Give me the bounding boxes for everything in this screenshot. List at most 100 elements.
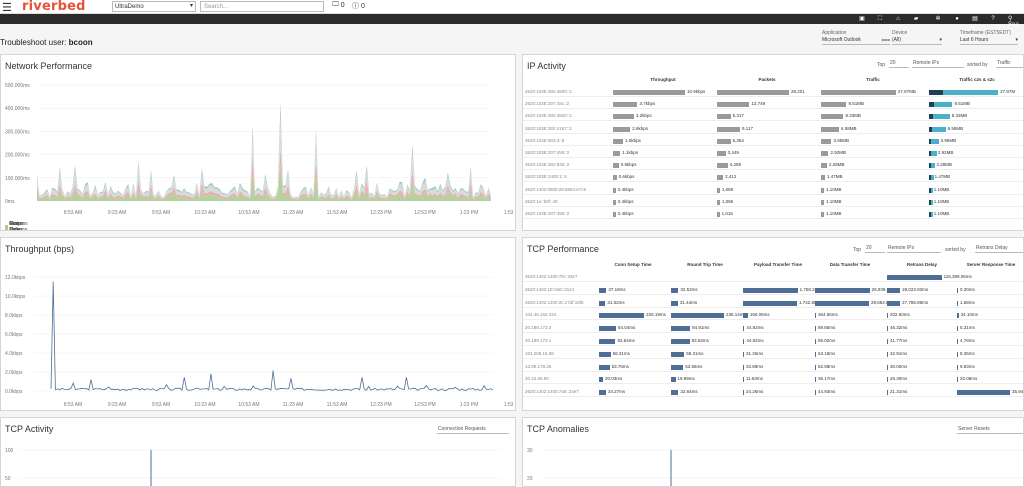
table-row[interactable]: 2620:1402:1400:7fe::33e7 116,399.06ms	[523, 272, 1023, 282]
legend-label: Req Data Tran...	[9, 221, 20, 231]
user-icon[interactable]: ●	[955, 16, 959, 22]
cell-value: 0.6kbps	[618, 174, 635, 180]
data-bar	[887, 339, 888, 344]
filter-label: Application	[822, 30, 847, 36]
legend-label: Retrans Delay	[10, 221, 28, 231]
row-ip: 20.42.65.90	[525, 376, 549, 382]
row-ip: 20.189.173.3	[525, 325, 552, 331]
data-bar	[821, 102, 847, 108]
top-count-select[interactable]: 20	[889, 60, 909, 68]
table-row[interactable]: 2620:103E:302:4157::2 2.6kbps 9,117 6.58MB 6…	[523, 124, 1023, 134]
table-row[interactable]: 104.46.162.224 226.19ms 236.14ms 166.05ms 36…	[523, 310, 1023, 321]
table-row[interactable]: 2620:103E:207:45c::2 3.7kbps 12,749 9.51MB 9…	[523, 99, 1023, 110]
home-icon[interactable]: ⌂	[896, 16, 900, 22]
fullscreen-icon[interactable]: ⛶	[877, 16, 883, 22]
cell-value: 31.52ms	[607, 299, 625, 305]
filter-application[interactable]: Application Microsoft Outlook ⩶	[822, 30, 890, 45]
monitor-count: 0	[340, 1, 345, 9]
page-title: Troubleshoot user: bcoon	[0, 38, 93, 47]
cell-value: 2.92MB	[830, 150, 846, 155]
table-row[interactable]: 2620:1402:1E:0a8::3114 37.19ms 32.53ms 1,75…	[523, 285, 1023, 295]
cell-value: 53.66ms	[685, 363, 703, 369]
data-bar	[821, 90, 896, 95]
table-row[interactable]: 2620:103E:903:4::8 1.5kbps 5,364 3.95MB 3.95…	[523, 136, 1023, 146]
table-row[interactable]: 20.189.173.1 83.64ms 83.62ms 44.82ms 85.02ms…	[523, 336, 1023, 346]
cell-value: 28,023.93ms	[902, 286, 929, 292]
top-bar: ☰ riverbed UltraDemo ▾ Search... 🖵 0 ⓘ 0	[0, 0, 1024, 14]
monitor-counter[interactable]: 🖵 0	[332, 1, 345, 9]
column-header[interactable]: Packets	[758, 77, 776, 82]
s2c-bar	[933, 114, 950, 120]
throughput-line	[50, 281, 494, 391]
column-header[interactable]: Payload Transfer Time	[754, 262, 802, 267]
toolbar-search[interactable]: ⚲ Sea	[1008, 16, 1019, 28]
filter-device[interactable]: Device (All) ▾	[892, 30, 942, 45]
column-header[interactable]: Round Trip Time	[687, 262, 723, 267]
table-row[interactable]: 2620:103E:207:458::2 0.4kbps 1,016 1.10MB 1.…	[523, 209, 1023, 219]
x-tick-label: 10:23 AM	[194, 402, 215, 408]
table-row[interactable]: 2620:1402:0800:28:6854:e7c5 0.4kbps 1,089 1…	[523, 185, 1023, 195]
table-row[interactable]: 20.42.65.90 20.03ms 19.99ms 11.63ms 36.17ms 2…	[523, 374, 1023, 385]
column-header[interactable]: Server Response Time	[966, 262, 1016, 267]
save-icon[interactable]: ▣	[859, 16, 865, 22]
filter-value: Microsoft Outlook	[822, 37, 861, 43]
cell-value: 0.9kbps	[620, 162, 637, 168]
sort-select[interactable]: Retrans Delay	[975, 245, 1023, 253]
group-by-select[interactable]: Remote IPs	[887, 245, 941, 253]
folder-icon[interactable]: ▰	[913, 16, 919, 22]
row-ip: 2620:1e::b0f::40	[525, 198, 558, 204]
search-input[interactable]: Search...	[200, 1, 324, 12]
data-bar	[717, 163, 728, 169]
metric-select[interactable]: Connection Requests	[437, 426, 509, 434]
row-ip: 2620:103E:207:456::2	[525, 150, 570, 155]
column-header[interactable]: Throughput	[650, 77, 676, 82]
hamburger-menu-icon[interactable]: ☰	[2, 2, 12, 14]
legend-item[interactable]: Retrans Delay	[5, 221, 30, 231]
alert-counter[interactable]: ⓘ 0	[352, 1, 365, 11]
help-icon[interactable]: ?	[991, 16, 995, 22]
data-bar	[887, 326, 888, 332]
table-row[interactable]: 20.189.173.3 84.04ms 84.91ms 44.92ms 89.85ms…	[523, 323, 1023, 334]
column-header[interactable]: Traffic	[866, 77, 880, 82]
top-count-select[interactable]: 20	[865, 245, 885, 253]
column-header[interactable]: Conn Setup Time	[614, 262, 652, 267]
table-row[interactable]: 2620:103E:302:4840::2 3.2kbps 5,317 8.33MB 8…	[523, 111, 1023, 122]
cell-value: 226.19ms	[646, 312, 666, 318]
table-row[interactable]: 13.89.178.26 53.76ms 53.66ms 33.89ms 62.98ms…	[523, 362, 1023, 372]
cell-value: 31.26ms	[746, 350, 764, 356]
cell-value: 2,412	[725, 174, 737, 180]
column-header[interactable]: Data Transfer Time	[829, 262, 871, 267]
share-icon[interactable]: ▤	[972, 16, 978, 22]
table-row[interactable]: 2620:103E:302:840::2 0.9kbps 4,258 2.28MB 2.…	[523, 160, 1023, 171]
table-row[interactable]: 104.208.16.88 58.31ms 58.31ms 31.26ms 63.18m…	[523, 349, 1023, 359]
table-row[interactable]: 2620:1402:1400:7a5::33e7 34.27ms 32.64ms 24…	[523, 387, 1023, 398]
table-row[interactable]: 2620:1e::b0f::40 0.4kbps 1,096 1.10MB 1.10MB	[523, 197, 1023, 207]
cell-value: 1,096	[721, 198, 734, 204]
workspace-select-value: UltraDemo	[115, 4, 144, 10]
data-bar	[743, 287, 798, 293]
column-header[interactable]: Traffic c2s & s2c	[959, 77, 995, 82]
cell-value: 166.05ms	[749, 312, 770, 318]
s2c-bar	[931, 199, 934, 205]
row-ip: 2620:103E:2400:1::4	[525, 174, 567, 180]
table-row[interactable]: 2620:103E:2400:1::4 0.6kbps 2,412 1.47MB 1.4…	[523, 172, 1023, 183]
data-bar	[717, 151, 726, 156]
workspace-select[interactable]: UltraDemo ▾	[112, 1, 196, 12]
table-row[interactable]: 2620:103E:302:4600::2 10.9kbps 28,201 27.87…	[523, 87, 1023, 97]
gear-icon[interactable]: ✲	[935, 16, 941, 22]
sort-select[interactable]: Traffic	[996, 60, 1023, 68]
group-by-select[interactable]: Remote IPs	[912, 60, 964, 68]
cell-value: 8.33MB	[951, 113, 968, 119]
x-tick-label: 1:23 PM	[460, 210, 479, 216]
data-bar	[815, 300, 870, 306]
table-row[interactable]: 2620:1402:1400:2c:17df:15f8 31.52ms 31.44m…	[523, 298, 1023, 308]
cell-value: 5,364	[732, 137, 744, 143]
filter-timeframe[interactable]: Timeframe (EST5EDT) Last 6 Hours ▾	[960, 30, 1018, 45]
data-bar	[815, 351, 816, 357]
c2s-bar	[929, 199, 931, 205]
column-header[interactable]: Retrans Delay	[906, 262, 937, 267]
metric-select[interactable]: Server Resets	[957, 426, 1023, 434]
table-row[interactable]: 2620:103E:207:456::2 1.1kbps 3,449 2.92MB 2.…	[523, 148, 1023, 158]
cell-value: 1,089	[721, 186, 734, 192]
cell-value: 236.14ms	[726, 312, 746, 318]
